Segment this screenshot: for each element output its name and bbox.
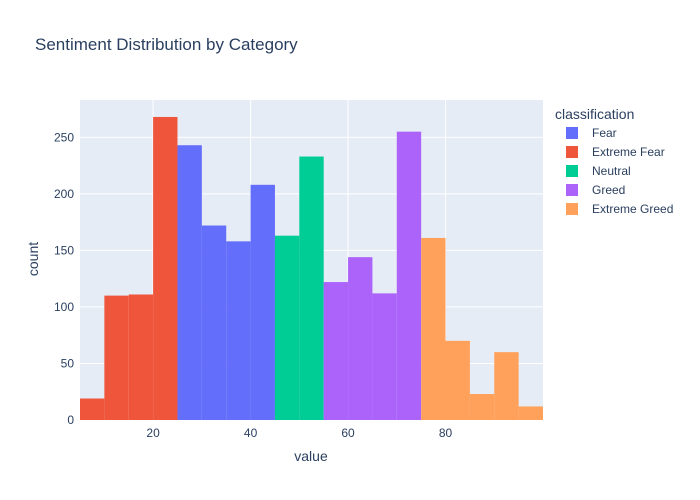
y-tick-label: 100: [54, 300, 74, 314]
x-axis-title: value: [294, 448, 328, 464]
x-axis-ticks: 20 40 60 80: [146, 426, 452, 440]
histogram-bar: [201, 225, 227, 420]
histogram-bar: [104, 295, 129, 420]
histogram-bar: [396, 131, 422, 421]
histogram-bar: [323, 282, 349, 420]
legend-swatch: [566, 165, 578, 177]
y-tick-label: 50: [61, 356, 75, 370]
histogram-bar: [128, 294, 154, 420]
chart-title: Sentiment Distribution by Category: [35, 35, 298, 54]
x-tick-label: 40: [244, 426, 258, 440]
y-tick-label: 0: [67, 413, 74, 427]
legend-label: Extreme Greed: [592, 202, 673, 216]
legend-label: Extreme Fear: [592, 145, 665, 159]
y-tick-label: 150: [54, 243, 74, 257]
legend-title: classification: [555, 106, 634, 122]
legend-swatch: [566, 127, 578, 139]
bars: [80, 116, 543, 421]
legend-label: Fear: [592, 126, 617, 140]
legend-label: Greed: [592, 183, 625, 197]
histogram-bar: [494, 352, 519, 420]
x-tick-label: 80: [439, 426, 453, 440]
y-tick-label: 200: [54, 187, 74, 201]
x-tick-label: 20: [146, 426, 160, 440]
histogram-bar: [226, 241, 251, 420]
y-axis-ticks: 0 50 100 150 200 250: [54, 130, 74, 427]
histogram-bar: [177, 145, 202, 420]
y-axis-title: count: [25, 242, 41, 276]
histogram-bar: [80, 398, 105, 420]
histogram-bar: [250, 184, 275, 420]
histogram-bar: [518, 406, 543, 420]
histogram-bar: [445, 340, 470, 420]
histogram-bar: [372, 293, 397, 420]
histogram-bar: [153, 116, 178, 421]
histogram-bar: [299, 156, 324, 420]
legend-swatch: [566, 184, 578, 196]
y-tick-label: 250: [54, 130, 74, 144]
histogram-bar: [421, 237, 446, 420]
legend-swatch: [566, 146, 578, 158]
histogram-bar: [469, 393, 495, 420]
histogram-bar: [348, 257, 373, 420]
x-tick-label: 60: [341, 426, 355, 440]
legend-swatch: [566, 203, 578, 215]
histogram-bar: [274, 235, 300, 420]
legend: classification Fear Extreme Fear Neutral Gr…: [555, 106, 673, 216]
legend-label: Neutral: [592, 164, 631, 178]
